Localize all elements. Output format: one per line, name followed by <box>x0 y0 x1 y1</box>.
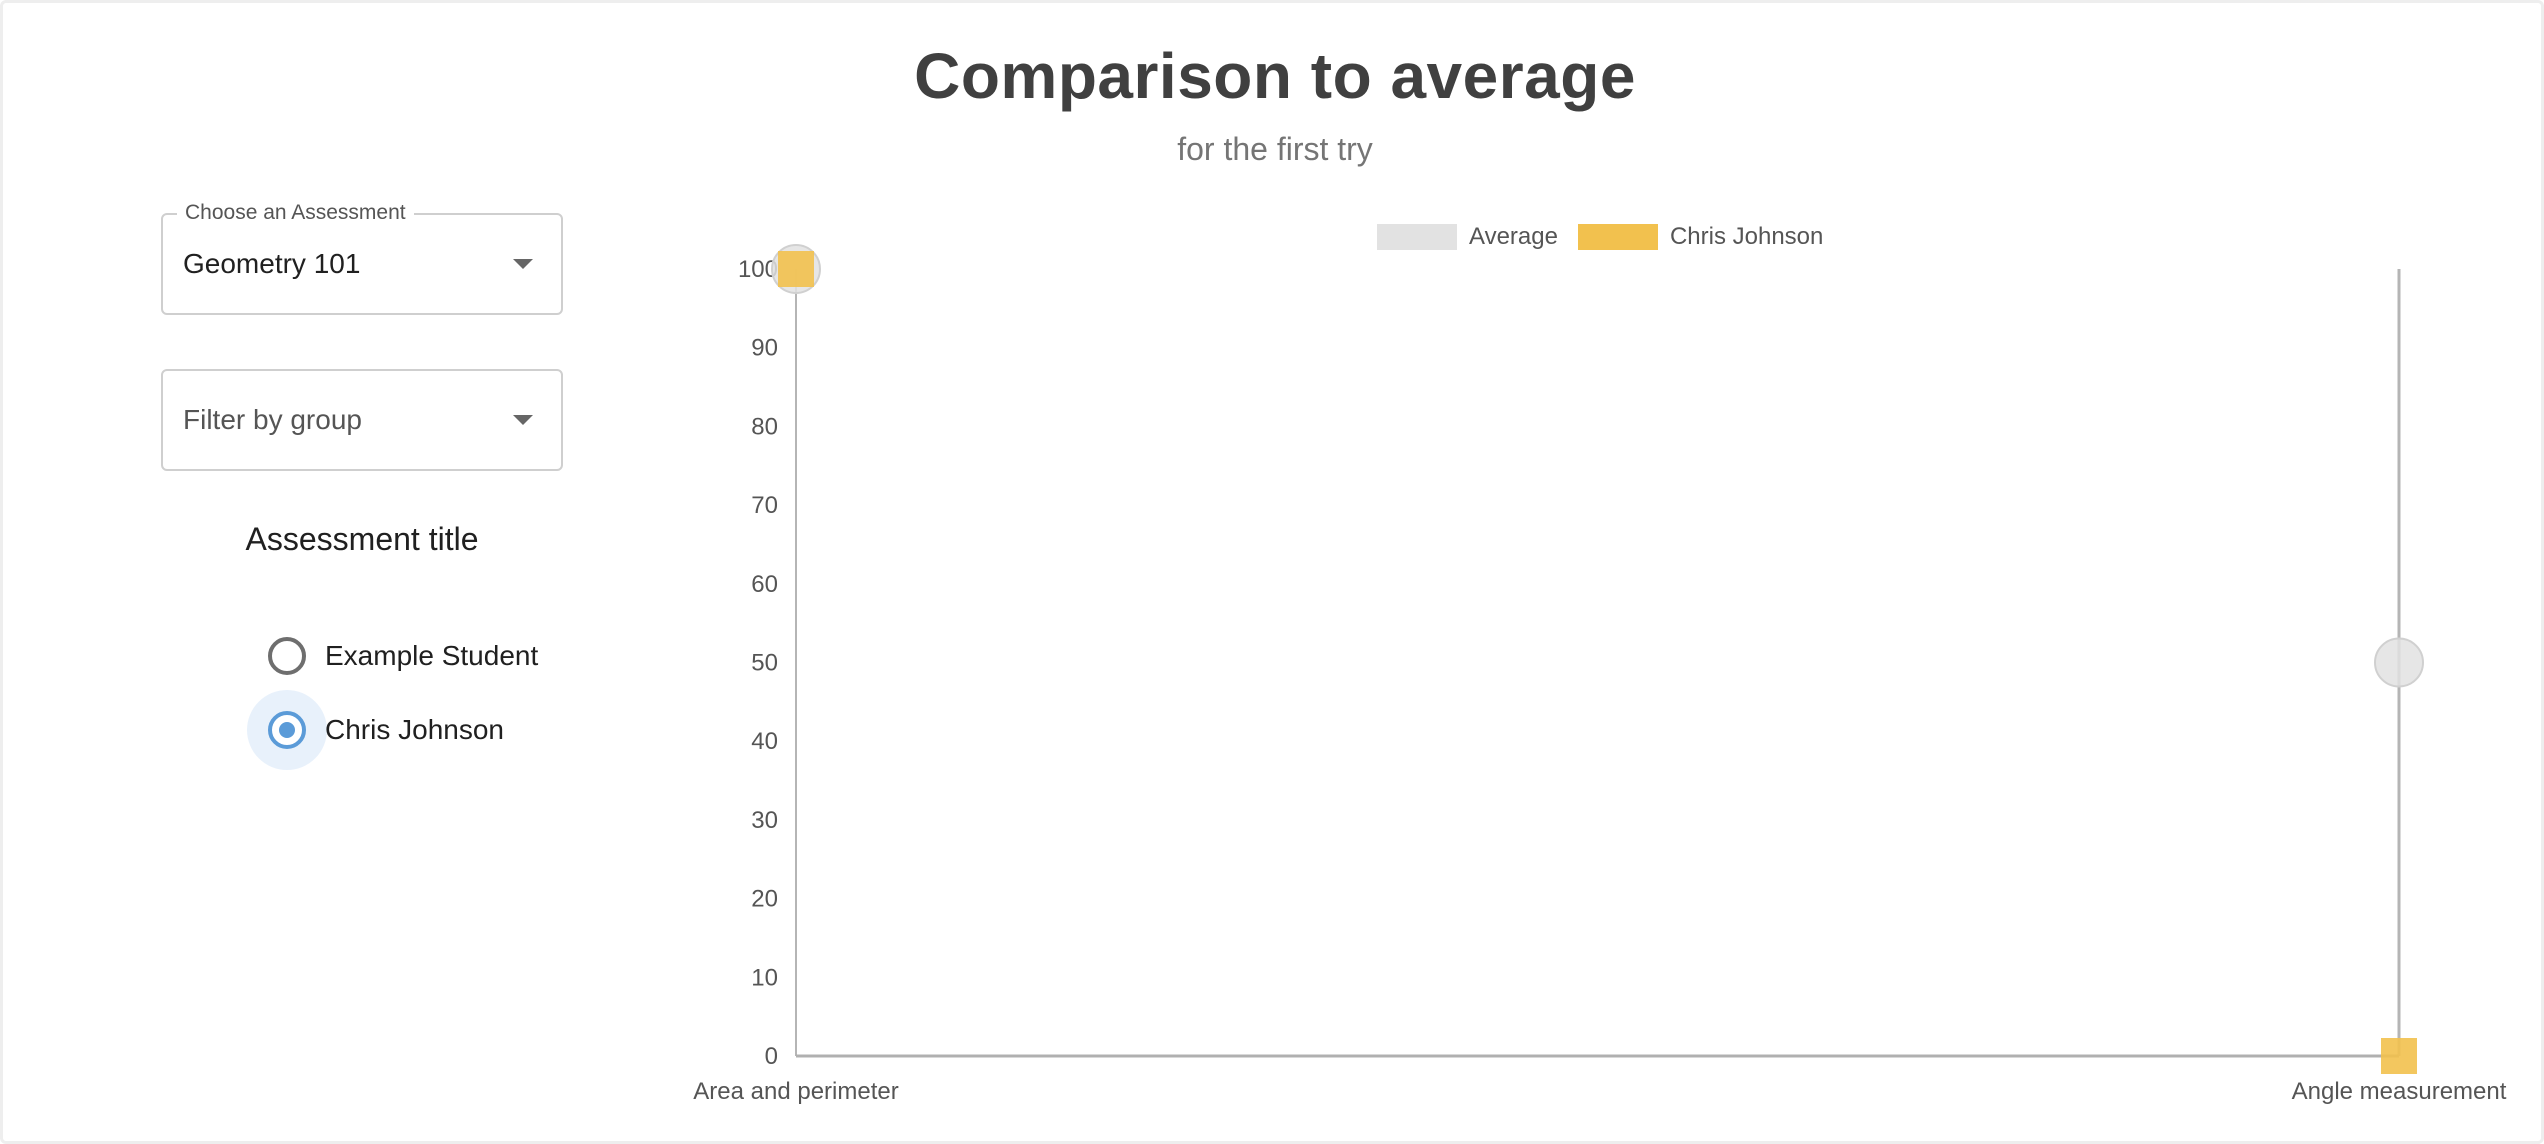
legend-item-average[interactable]: Average <box>1377 223 1558 251</box>
student-radio-label: Chris Johnson <box>325 714 504 745</box>
y-tick-label: 70 <box>751 492 778 519</box>
chevron-down-icon <box>513 415 533 425</box>
radio-dot <box>279 722 295 738</box>
page-subtitle: for the first try <box>1177 131 1373 167</box>
y-tick-label: 80 <box>751 413 778 440</box>
y-tick-label: 50 <box>751 650 778 677</box>
y-tick-label: 60 <box>751 571 778 598</box>
assessment-select[interactable]: Choose an Assessment Geometry 101 <box>161 201 563 315</box>
legend-item-chris-johnson[interactable]: Chris Johnson <box>1577 223 1824 251</box>
assessment-title: Assessment title <box>245 521 479 557</box>
radio-unchecked-icon[interactable] <box>268 637 306 675</box>
y-tick-label: 0 <box>765 1043 778 1070</box>
legend-label-average: Average <box>1469 223 1558 250</box>
radio-checked-icon[interactable] <box>268 711 306 749</box>
page-title: Comparison to average <box>914 40 1636 112</box>
data-point-chris-johnson <box>2381 1038 2417 1074</box>
student-radio-label: Example Student <box>325 640 539 671</box>
legend-swatch-average <box>1377 224 1457 250</box>
chart-legend: Average Chris Johnson <box>1377 213 1843 261</box>
y-tick-label: 20 <box>751 886 778 913</box>
legend-label-chris-johnson: Chris Johnson <box>1669 223 1824 250</box>
assessment-select-value: Geometry 101 <box>183 248 361 279</box>
group-filter-select[interactable]: Filter by group <box>161 369 563 471</box>
assessment-select-label: Choose an Assessment <box>177 201 414 225</box>
legend-swatch-chris-johnson <box>1577 224 1658 250</box>
x-tick-label: Area and perimeter <box>693 1078 898 1105</box>
data-point-average <box>2374 637 2424 688</box>
group-filter-placeholder: Filter by group <box>183 404 362 435</box>
y-tick-label: 90 <box>751 335 778 362</box>
y-tick-label: 10 <box>751 964 778 991</box>
x-tick-label: Angle measurement <box>2292 1078 2507 1105</box>
y-tick-label: 40 <box>751 728 778 755</box>
y-tick-label: 30 <box>751 807 778 834</box>
data-point-chris-johnson <box>778 251 814 287</box>
chevron-down-icon <box>513 259 533 269</box>
